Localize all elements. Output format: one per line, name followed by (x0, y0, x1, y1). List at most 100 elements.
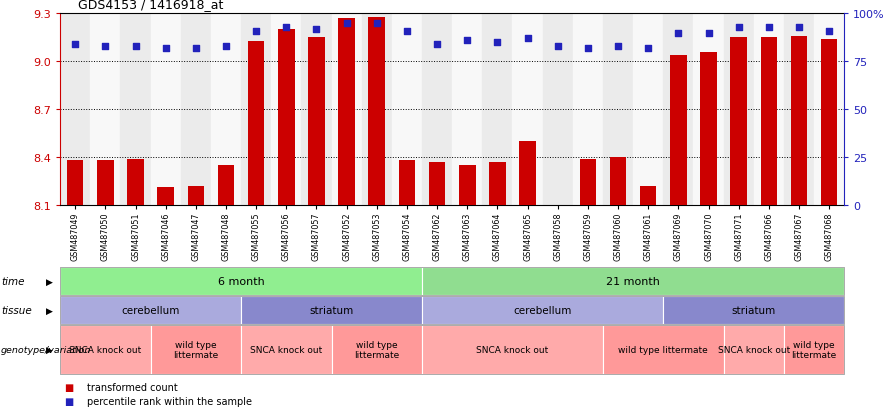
Bar (790, 37, 807, 205)
Point (400, 28, 414, 35)
Text: genotype/variation: genotype/variation (1, 345, 91, 354)
Point (611, 44, 625, 50)
Bar (217, 166, 234, 205)
Text: tissue: tissue (1, 305, 32, 315)
Bar (362, 14, 392, 205)
Point (491, 40, 505, 46)
Bar (187, 186, 204, 205)
Bar (120, 14, 150, 205)
Text: ▶: ▶ (46, 345, 53, 354)
Bar (814, 14, 844, 205)
Point (581, 45, 595, 52)
Bar (248, 41, 264, 205)
Bar (603, 14, 633, 205)
Point (98, 44, 112, 50)
Text: ■: ■ (65, 396, 73, 406)
Bar (700, 52, 717, 205)
Bar (271, 14, 301, 205)
Bar (573, 14, 603, 205)
Bar (489, 162, 506, 205)
Text: wild type
littermate: wild type littermate (791, 340, 836, 359)
Text: 21 month: 21 month (606, 276, 660, 286)
Point (309, 26, 324, 33)
Text: cerebellum: cerebellum (514, 305, 572, 315)
Point (430, 42, 444, 48)
Point (701, 30, 715, 37)
Text: ▶: ▶ (46, 306, 53, 315)
Point (792, 24, 806, 31)
Bar (301, 14, 332, 205)
Bar (369, 18, 385, 205)
Bar (332, 14, 362, 205)
Bar (278, 31, 294, 205)
Point (339, 21, 354, 27)
Point (822, 28, 836, 35)
Bar (339, 19, 354, 205)
Text: SNCA knock out: SNCA knock out (718, 345, 790, 354)
Bar (633, 14, 663, 205)
Bar (513, 14, 543, 205)
Bar (211, 14, 241, 205)
Bar (670, 56, 687, 205)
Text: wild type
littermate: wild type littermate (354, 340, 400, 359)
Bar (519, 142, 536, 205)
Text: cerebellum: cerebellum (121, 305, 179, 315)
Point (461, 38, 475, 45)
Bar (663, 14, 693, 205)
Point (551, 44, 565, 50)
Bar (543, 14, 573, 205)
Bar (97, 161, 114, 205)
Bar (693, 14, 724, 205)
Bar (399, 161, 415, 205)
Point (68, 42, 82, 48)
Text: SNCA knock out: SNCA knock out (250, 345, 323, 354)
Text: GDS4153 / 1416918_at: GDS4153 / 1416918_at (78, 0, 223, 11)
Point (521, 36, 535, 43)
Text: 6 month: 6 month (217, 276, 264, 286)
Bar (784, 14, 814, 205)
Bar (730, 38, 747, 205)
Point (732, 24, 746, 31)
Text: wild type littermate: wild type littermate (619, 345, 708, 354)
Bar (241, 14, 271, 205)
Bar (610, 157, 627, 205)
Point (128, 44, 142, 50)
Bar (67, 161, 83, 205)
Bar (483, 14, 513, 205)
Point (370, 21, 384, 27)
Point (671, 30, 685, 37)
Text: transformed count: transformed count (87, 382, 178, 392)
Text: ▶: ▶ (46, 277, 53, 286)
Text: ■: ■ (65, 382, 73, 392)
Bar (309, 38, 324, 205)
Bar (821, 40, 837, 205)
Point (249, 28, 263, 35)
Bar (60, 14, 90, 205)
Point (279, 24, 293, 31)
Bar (640, 186, 657, 205)
Text: SNCA knock out: SNCA knock out (476, 345, 549, 354)
Text: wild type
littermate: wild type littermate (173, 340, 218, 359)
Bar (580, 159, 596, 205)
Text: SNCA knock out: SNCA knock out (69, 345, 141, 354)
Bar (157, 188, 174, 205)
Bar (754, 14, 784, 205)
Bar (180, 14, 211, 205)
Bar (459, 166, 476, 205)
Point (762, 24, 776, 31)
Text: striatum: striatum (309, 305, 354, 315)
Point (641, 45, 655, 52)
Bar (724, 14, 754, 205)
Bar (392, 14, 422, 205)
Bar (422, 14, 453, 205)
Text: percentile rank within the sample: percentile rank within the sample (87, 396, 252, 406)
Bar (150, 14, 180, 205)
Bar (453, 14, 483, 205)
Point (158, 45, 172, 52)
Bar (90, 14, 120, 205)
Point (219, 44, 233, 50)
Text: striatum: striatum (732, 305, 776, 315)
Bar (760, 38, 777, 205)
Bar (429, 162, 446, 205)
Text: time: time (1, 276, 25, 286)
